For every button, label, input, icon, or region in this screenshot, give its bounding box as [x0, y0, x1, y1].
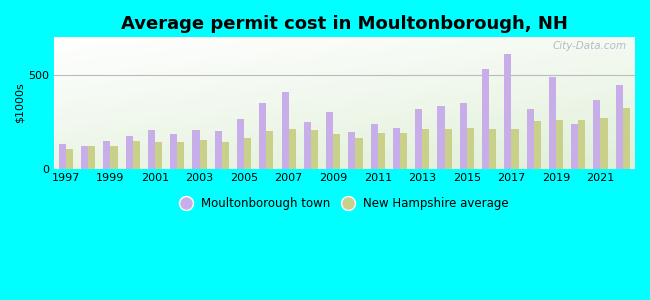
- Bar: [356, 138, 363, 169]
- Bar: [281, 92, 289, 169]
- Bar: [103, 141, 111, 169]
- Bar: [512, 129, 519, 169]
- Bar: [88, 146, 96, 169]
- Bar: [489, 129, 496, 169]
- Bar: [259, 103, 266, 169]
- Bar: [578, 120, 586, 169]
- Bar: [437, 106, 445, 169]
- Legend: Moultonborough town, New Hampshire average: Moultonborough town, New Hampshire avera…: [175, 193, 514, 215]
- Bar: [125, 136, 133, 169]
- Bar: [422, 129, 430, 169]
- Bar: [170, 134, 177, 169]
- Text: City-Data.com: City-Data.com: [552, 41, 627, 51]
- Bar: [200, 140, 207, 169]
- Bar: [66, 149, 73, 169]
- Bar: [393, 128, 400, 169]
- Bar: [58, 144, 66, 169]
- Bar: [111, 146, 118, 169]
- Y-axis label: $1000s: $1000s: [15, 82, 25, 123]
- Bar: [326, 112, 333, 169]
- Bar: [289, 129, 296, 169]
- Bar: [333, 134, 341, 169]
- Bar: [571, 124, 578, 169]
- Bar: [415, 110, 423, 169]
- Bar: [504, 54, 512, 169]
- Bar: [556, 120, 563, 169]
- Bar: [534, 121, 541, 169]
- Bar: [148, 130, 155, 169]
- Bar: [616, 85, 623, 169]
- Bar: [445, 129, 452, 169]
- Bar: [400, 133, 407, 169]
- Bar: [549, 77, 556, 169]
- Bar: [304, 122, 311, 169]
- Bar: [244, 138, 251, 169]
- Bar: [348, 132, 356, 169]
- Bar: [593, 100, 601, 169]
- Bar: [222, 142, 229, 169]
- Bar: [460, 103, 467, 169]
- Bar: [192, 130, 200, 169]
- Bar: [237, 119, 244, 169]
- Title: Average permit cost in Moultonborough, NH: Average permit cost in Moultonborough, N…: [121, 15, 567, 33]
- Bar: [370, 124, 378, 169]
- Bar: [133, 141, 140, 169]
- Bar: [177, 142, 185, 169]
- Bar: [214, 131, 222, 169]
- Bar: [623, 108, 630, 169]
- Bar: [266, 131, 274, 169]
- Bar: [81, 146, 88, 169]
- Bar: [482, 69, 489, 169]
- Bar: [378, 133, 385, 169]
- Bar: [155, 142, 162, 169]
- Bar: [311, 130, 318, 169]
- Bar: [601, 118, 608, 169]
- Bar: [526, 109, 534, 169]
- Bar: [467, 128, 474, 169]
